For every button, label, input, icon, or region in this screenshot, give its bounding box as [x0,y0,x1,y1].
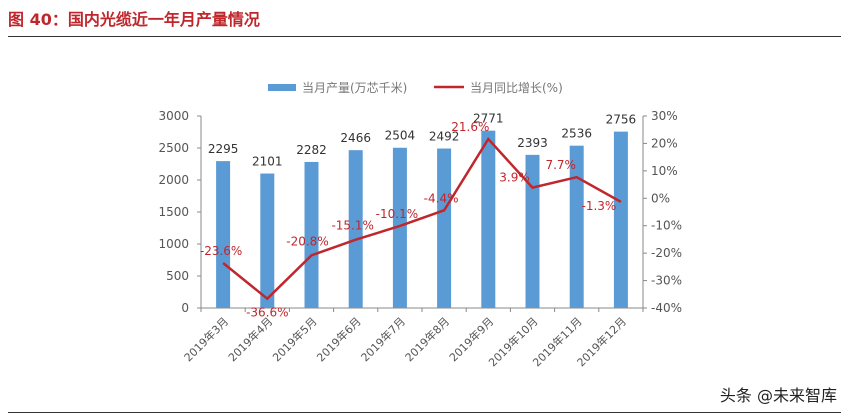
left-tick-label: 1500 [158,205,189,219]
x-tick-label: 2019年3月 [181,314,231,364]
right-tick-label: -30% [651,274,682,288]
bar-label: 2492 [429,130,460,144]
left-tick-label: 2500 [158,141,189,155]
x-tick-label: 2019年4月 [225,314,275,364]
line-label: -20.8% [286,234,328,248]
x-tick-label: 2019年5月 [269,314,319,364]
right-tick-label: 10% [651,164,678,178]
right-tick-label: 20% [651,136,678,150]
bottom-divider [8,412,841,413]
growth-line [222,136,622,301]
right-tick-label: -40% [651,301,682,315]
watermark: 头条 @未来智库 [719,386,837,405]
bar [525,154,540,308]
x-tick-label: 2019年6月 [314,314,364,364]
bar-label: 2101 [252,155,283,169]
left-tick-label: 500 [166,269,189,283]
bar [304,161,319,308]
line-label: 21.6% [451,120,489,134]
bar [613,131,628,308]
right-tick-label: -20% [651,246,682,260]
bar-label: 2771 [473,112,504,126]
bar [216,161,231,308]
line-label: 7.7% [545,158,576,172]
bar [481,130,496,308]
left-tick-label: 2000 [158,173,189,187]
bar-label: 2282 [296,143,327,157]
line-label: -4.4% [424,191,459,205]
figure-title: 图 40：国内光缆近一年月产量情况 [8,10,260,29]
legend-bar-label: 当月产量(万芯千米) [302,81,407,95]
left-tick-label: 0 [181,301,189,315]
bar-label: 2536 [561,127,592,141]
bar [392,147,407,308]
line-label: -10.1% [376,207,418,221]
bar [348,150,363,308]
bar-label: 2295 [208,142,239,156]
bar [569,145,584,308]
legend-bar-swatch [268,84,296,91]
left-tick-label: 1000 [158,237,189,251]
bar [437,148,452,308]
bar-label: 2393 [517,136,548,150]
bar-label: 2504 [385,129,416,143]
bar-label: 2466 [340,131,371,145]
line-label: 3.9% [499,171,530,185]
right-tick-label: 30% [651,109,678,123]
x-tick-label: 2019年8月 [402,314,452,364]
bar [260,173,275,308]
line-label: -15.1% [331,219,373,233]
right-tick-label: -10% [651,219,682,233]
right-tick-label: 0% [651,191,670,205]
line-label: -1.3% [581,199,616,213]
line-label: -36.6% [246,306,288,320]
bar-label: 2756 [606,113,637,127]
legend-line-label: 当月同比增长(%) [470,81,563,95]
left-tick-label: 3000 [158,109,189,123]
x-tick-label: 2019年7月 [358,314,408,364]
top-divider [8,36,841,37]
line-label: -23.6% [200,244,242,258]
